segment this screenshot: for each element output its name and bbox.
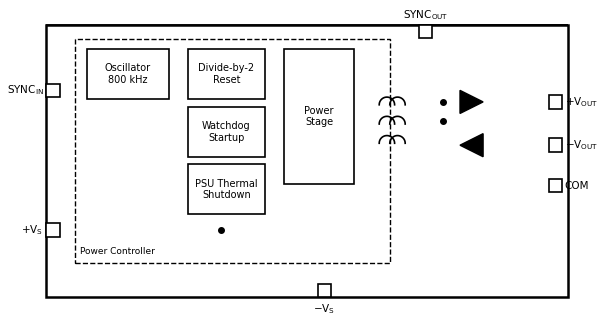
Bar [75, 39, 390, 263]
Bar [318, 284, 331, 297]
Text: COM: COM [565, 181, 589, 190]
Bar [188, 164, 265, 214]
Bar [284, 49, 354, 184]
Bar [46, 25, 568, 297]
Text: +V$_{\mathregular{S}}$: +V$_{\mathregular{S}}$ [22, 223, 43, 237]
Bar [549, 138, 562, 152]
Bar [188, 49, 265, 99]
Text: SYNC$_{\mathregular{OUT}}$: SYNC$_{\mathregular{OUT}}$ [403, 8, 448, 22]
Polygon shape [460, 90, 483, 114]
Bar [549, 179, 562, 192]
Bar [188, 107, 265, 157]
Text: +V$_{\mathregular{OUT}}$: +V$_{\mathregular{OUT}}$ [565, 95, 598, 109]
Bar [46, 223, 60, 237]
Bar [87, 49, 169, 99]
Text: Oscillator
800 kHz: Oscillator 800 kHz [105, 63, 151, 85]
Text: Watchdog
Startup: Watchdog Startup [202, 121, 251, 143]
Text: PSU Thermal
Shutdown: PSU Thermal Shutdown [195, 179, 257, 200]
Bar [418, 25, 432, 38]
Text: SYNC$_{\mathregular{IN}}$: SYNC$_{\mathregular{IN}}$ [7, 84, 43, 97]
Bar [46, 84, 60, 97]
Bar [549, 95, 562, 109]
Text: Power
Stage: Power Stage [305, 106, 334, 127]
Text: Power Controller: Power Controller [80, 247, 155, 256]
Polygon shape [460, 134, 483, 157]
Text: Divide-by-2
Reset: Divide-by-2 Reset [198, 63, 254, 85]
Text: $-$V$_{\mathregular{OUT}}$: $-$V$_{\mathregular{OUT}}$ [565, 138, 598, 152]
Text: $-$V$_{\mathregular{S}}$: $-$V$_{\mathregular{S}}$ [314, 302, 335, 316]
